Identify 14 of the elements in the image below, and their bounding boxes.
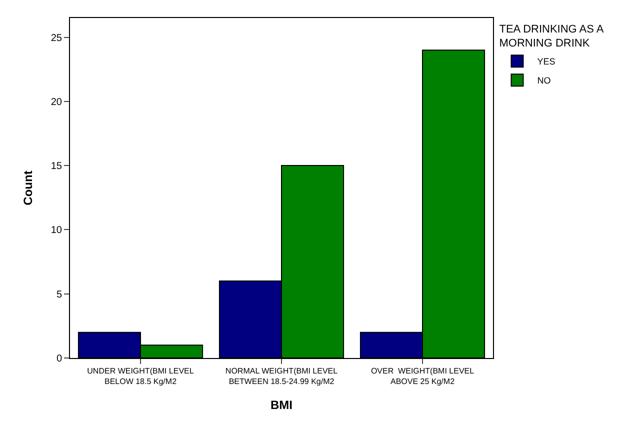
x-tick-label: NORMAL WEIGHT(BMI LEVEL BETWEEN 18.5-24.99 Kg/M2 [225, 366, 338, 386]
y-tick-label: 20 [50, 96, 62, 108]
x-axis-title: BMI [270, 398, 292, 412]
y-tick-label: 5 [56, 289, 62, 300]
x-tick-label: UNDER WEIGHT(BMI LEVEL BELOW 18.5 Kg/M2 [87, 366, 194, 386]
y-tick-label: 10 [50, 225, 62, 236]
y-tick-label: 0 [56, 354, 62, 364]
legend-title: TEA DRINKING AS A MORNING DRINK [499, 23, 604, 50]
x-tick-label: OVER WEIGHT(BMI LEVEL ABOVE 25 Kg/M2 [370, 366, 475, 386]
y-axis-title: Count [21, 170, 36, 206]
y-tick-label: 15 [50, 161, 62, 172]
legend-label: NO [537, 76, 551, 86]
y-tick-label: 25 [50, 32, 62, 44]
legend-label: YES [537, 56, 556, 67]
